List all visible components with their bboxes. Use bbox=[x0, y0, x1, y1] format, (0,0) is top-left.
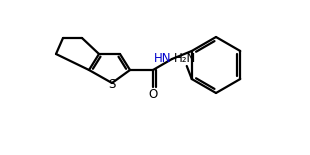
Text: O: O bbox=[148, 88, 157, 101]
Text: S: S bbox=[108, 78, 116, 91]
Text: H₂N: H₂N bbox=[174, 52, 196, 65]
Text: HN: HN bbox=[153, 53, 171, 66]
